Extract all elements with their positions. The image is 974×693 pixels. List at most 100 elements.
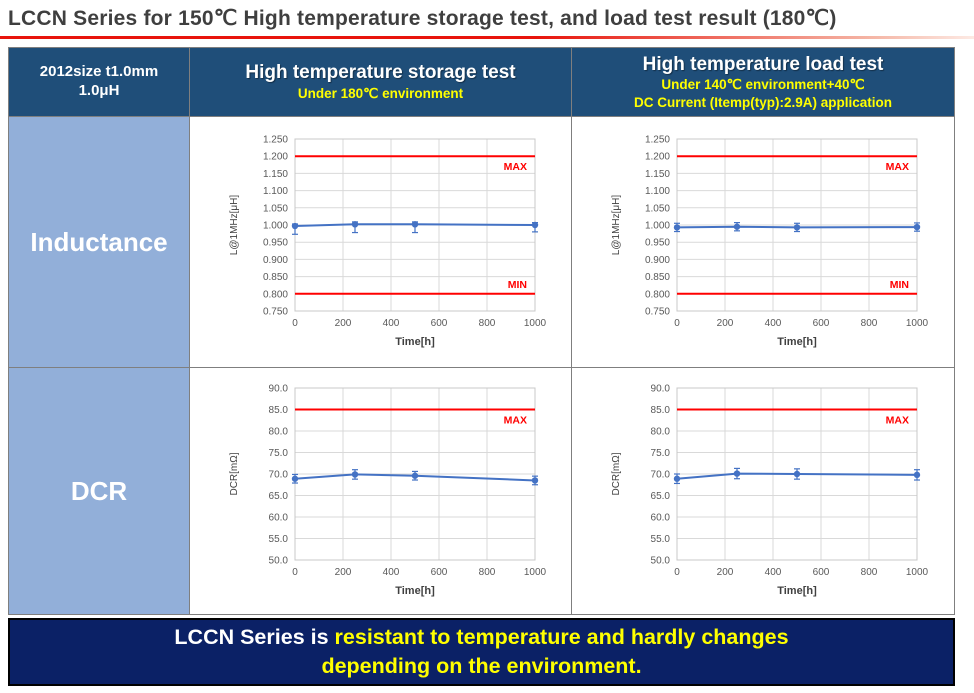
x-tick-label: 1000 xyxy=(906,318,929,329)
y-tick-label: 0.950 xyxy=(262,238,287,249)
data-point xyxy=(913,223,921,231)
y-tick-label: 50.0 xyxy=(268,556,288,567)
x-tick-label: 0 xyxy=(674,318,680,329)
y-tick-label: 0.750 xyxy=(645,307,670,318)
y-tick-label: 65.0 xyxy=(268,491,288,502)
chart-dcr-load: 50.0 55.0 60.0 65.0 70.0 75.0 80.0 85.0 90.0 0 200… xyxy=(611,384,929,598)
chart-cell-dcr-storage: 50.0 55.0 60.0 65.0 70.0 75.0 80.0 85.0 90.0 0 200… xyxy=(190,368,571,614)
x-tick-label: 800 xyxy=(861,567,878,578)
storage-test-title: High temperature storage test xyxy=(245,62,516,84)
conclusion-line-2: depending on the environment. xyxy=(321,654,642,678)
y-tick-label: 1.200 xyxy=(262,152,287,163)
x-tick-label: 800 xyxy=(478,567,495,578)
y-tick-label: 0.850 xyxy=(645,272,670,283)
limit-label-max: MAX xyxy=(886,161,909,173)
x-axis-title: Time[h] xyxy=(777,336,817,348)
y-tick-label: 70.0 xyxy=(651,470,671,481)
x-axis-title: Time[h] xyxy=(395,585,435,597)
x-tick-label: 1000 xyxy=(523,318,546,329)
y-tick-label: 1.150 xyxy=(262,169,287,180)
conclusion-white-text: LCCN Series is xyxy=(174,624,329,649)
y-axis-title: DCR[mΩ] xyxy=(229,452,240,495)
y-tick-label: 70.0 xyxy=(268,470,288,481)
y-tick-label: 1.150 xyxy=(645,169,670,180)
y-tick-label: 90.0 xyxy=(651,384,671,395)
data-series-line xyxy=(676,225,918,229)
y-tick-label: 50.0 xyxy=(651,556,671,567)
y-tick-label: 85.0 xyxy=(268,405,288,416)
y-tick-label: 75.0 xyxy=(268,448,288,459)
y-tick-label: 55.0 xyxy=(268,534,288,545)
data-point xyxy=(291,222,298,230)
limit-label-max: MAX xyxy=(886,415,909,427)
storage-test-condition: Under 180℃ environment xyxy=(297,86,464,102)
limit-label-min: MIN xyxy=(507,279,526,291)
load-test-title: High temperature load test xyxy=(642,53,884,75)
title-divider xyxy=(0,36,974,39)
data-point xyxy=(733,470,741,477)
load-test-condition-2: DC Current (Itemp(typ):2.9A) application xyxy=(633,94,892,110)
y-tick-label: 1.000 xyxy=(262,221,287,232)
y-tick-label: 0.800 xyxy=(645,289,670,300)
chart-inductance-load: 0.750 0.800 0.850 0.900 0.950 1.000 1.050 1.100… xyxy=(611,135,929,349)
load-test-condition-1: Under 140℃ environment+40℃ xyxy=(661,77,865,93)
table-corner-header: 2012size t1.0mm 1.0μH xyxy=(9,48,189,116)
y-tick-label: 90.0 xyxy=(268,384,288,395)
x-tick-label: 0 xyxy=(292,567,298,578)
data-point xyxy=(673,224,681,231)
data-point xyxy=(733,223,741,230)
y-tick-label: 65.0 xyxy=(651,491,671,502)
x-tick-label: 800 xyxy=(861,318,878,329)
conclusion-yellow-text-1: resistant to temperature and hardly chan… xyxy=(334,624,789,649)
y-tick-label: 0.800 xyxy=(262,289,287,300)
x-tick-label: 200 xyxy=(717,567,734,578)
data-point xyxy=(351,471,358,478)
row-header-inductance: Inductance xyxy=(9,117,189,367)
x-tick-label: 800 xyxy=(478,318,495,329)
data-point xyxy=(531,477,538,484)
y-tick-label: 85.0 xyxy=(651,405,671,416)
data-point xyxy=(411,221,418,228)
x-tick-label: 200 xyxy=(334,567,351,578)
limit-label-min: MIN xyxy=(890,279,909,291)
part-size-label: 2012size t1.0mm xyxy=(39,63,159,81)
x-tick-label: 400 xyxy=(382,567,399,578)
data-point xyxy=(351,221,358,228)
y-tick-label: 0.900 xyxy=(262,255,287,266)
x-tick-label: 600 xyxy=(430,318,447,329)
y-tick-label: 0.750 xyxy=(262,307,287,318)
x-tick-label: 400 xyxy=(765,318,782,329)
y-tick-label: 60.0 xyxy=(651,513,671,524)
y-tick-label: 80.0 xyxy=(268,427,288,438)
y-tick-label: 1.050 xyxy=(645,203,670,214)
y-tick-label: 1.250 xyxy=(262,135,287,146)
x-axis-title: Time[h] xyxy=(395,336,435,348)
data-series-line xyxy=(676,472,918,480)
x-tick-label: 600 xyxy=(813,318,830,329)
conclusion-line-1: LCCN Series is resistant to temperature … xyxy=(174,623,788,652)
y-tick-label: 1.050 xyxy=(262,203,287,214)
data-point xyxy=(531,221,538,229)
data-point xyxy=(411,472,418,479)
y-tick-label: 0.900 xyxy=(645,255,670,266)
y-axis-title: L@1MHz[μH] xyxy=(229,195,240,256)
y-tick-label: 0.850 xyxy=(262,272,287,283)
data-point xyxy=(793,470,801,478)
chart-dcr-storage: 50.0 55.0 60.0 65.0 70.0 75.0 80.0 85.0 90.0 0 200… xyxy=(229,384,547,598)
data-point xyxy=(913,471,921,479)
limit-label-max: MAX xyxy=(503,415,526,427)
data-point xyxy=(291,475,298,482)
y-tick-label: 1.200 xyxy=(645,152,670,163)
y-tick-label: 75.0 xyxy=(651,448,671,459)
column-header-load-test: High temperature load test Under 140℃ en… xyxy=(572,48,954,116)
y-tick-label: 0.950 xyxy=(645,238,670,249)
y-tick-label: 80.0 xyxy=(651,427,671,438)
x-tick-label: 0 xyxy=(674,567,680,578)
x-tick-label: 1000 xyxy=(523,567,546,578)
y-tick-label: 1.100 xyxy=(645,186,670,197)
conclusion-banner: LCCN Series is resistant to temperature … xyxy=(8,618,955,686)
y-tick-label: 60.0 xyxy=(268,513,288,524)
column-header-storage-test: High temperature storage test Under 180℃… xyxy=(190,48,571,116)
results-table: 2012size t1.0mm 1.0μH High temperature s… xyxy=(8,47,955,615)
